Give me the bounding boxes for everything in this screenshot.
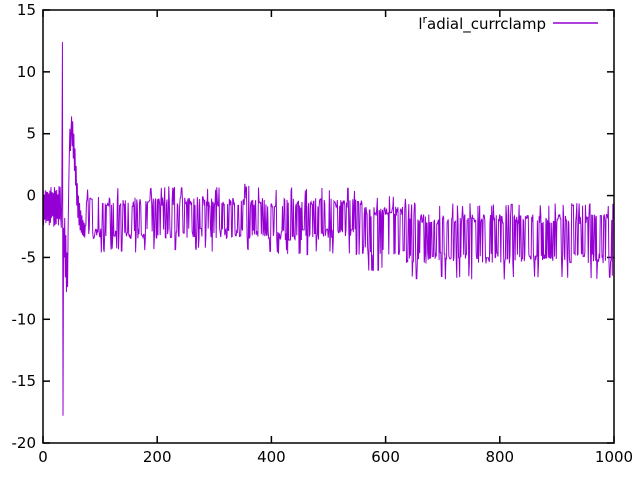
- x-axis-tick-label: 800: [485, 448, 514, 466]
- y-axis-tick-label: -15: [12, 372, 37, 390]
- x-axis-tick-label: 1000: [595, 448, 633, 466]
- x-axis-tick-label: 600: [371, 448, 400, 466]
- data-series-line: [42, 42, 615, 416]
- x-axis-tick-labels: 0 200 400 600 800 1000: [38, 448, 633, 466]
- y-axis-tick-label: 5: [26, 125, 36, 143]
- legend-label: lradial_currclamp: [418, 13, 546, 34]
- y-axis-tick-label: 15: [17, 1, 36, 19]
- y-axis-tick-label: -20: [12, 434, 37, 452]
- y-axis-tick-label: 0: [26, 187, 36, 205]
- y-axis-tick-labels: -20 -15 -10 -5 0 5 10 15: [12, 1, 37, 452]
- y-axis-tick-label: -10: [12, 310, 37, 328]
- y-axis-tick-label: 10: [17, 63, 36, 81]
- plot-border: [42, 9, 615, 444]
- legend: lradial_currclamp: [418, 13, 598, 34]
- y-axis-tick-label: -5: [21, 248, 36, 266]
- x-axis-tick-label: 400: [257, 448, 286, 466]
- x-axis-tick-label: 0: [38, 448, 48, 466]
- x-axis-tick-label: 200: [143, 448, 172, 466]
